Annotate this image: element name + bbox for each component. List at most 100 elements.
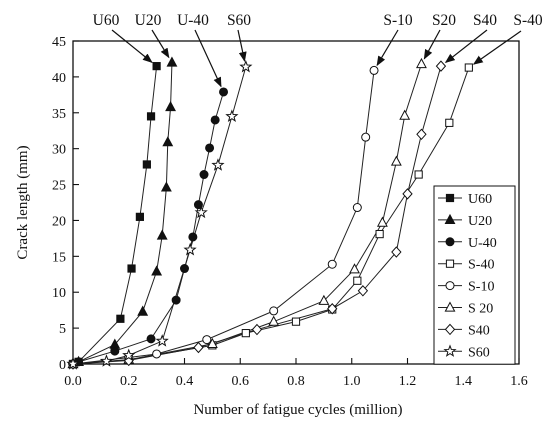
data-point [142,160,151,169]
annotation-label: U60 [93,12,120,29]
y-tick-label: 30 [52,143,66,158]
data-point [180,264,189,274]
data-point [219,87,229,97]
data-point [225,109,239,122]
data-point [445,259,455,268]
data-point [152,349,162,359]
data-point [199,170,209,180]
data-point [146,334,156,344]
annotation-label: S-40 [513,12,543,29]
data-point [269,306,279,316]
x-tick-label: 1.2 [399,374,417,389]
data-point [251,323,263,336]
data-point [205,143,215,153]
data-point [353,276,362,285]
data-point [122,348,136,362]
x-tick-label: 1.0 [343,374,361,389]
annotation-arrow [423,29,441,60]
y-tick-label: 20 [52,214,66,229]
series-line [72,91,225,365]
annotation-arrow [237,29,247,62]
data-point [146,112,156,121]
x-tick-label: 0.0 [64,374,82,389]
data-point [375,229,384,239]
annotation-label: U20 [135,12,162,29]
data-point [188,232,198,242]
data-point [445,237,455,247]
x-tick-label: 0.8 [287,374,305,389]
data-point [165,100,176,112]
data-point [464,63,473,72]
data-point [435,60,447,72]
data-point [291,317,301,326]
data-point [369,65,379,75]
x-axis-title: Number of fatigue cycles (million) [193,402,402,418]
data-point [137,305,149,316]
annotation-arrow [194,29,222,88]
data-point [151,265,163,276]
annotation-arrow [111,29,153,63]
data-point [268,315,280,326]
data-point [162,136,174,147]
y-tick-label: 40 [52,71,66,86]
annotation-arrow [376,29,399,67]
annotation-label: S20 [432,12,456,29]
data-point [444,323,456,336]
data-point [391,246,402,258]
data-point [444,213,456,224]
y-axis-title: Crack length (mm) [15,145,31,259]
data-point [116,314,125,323]
legend-label: S-10 [468,280,494,295]
data-point [193,341,204,354]
data-point [211,158,225,171]
legend-box [433,185,516,365]
series-line [72,62,173,365]
y-tick-label: 5 [59,322,66,337]
data-point [444,301,456,312]
data-point [135,212,145,221]
legend-label: S40 [468,323,490,338]
legend-label: U20 [468,214,492,229]
data-point [390,155,402,166]
data-point [361,132,371,142]
data-point [445,193,455,203]
data-point [166,56,178,67]
x-tick-label: 0.4 [176,374,194,389]
data-point [156,229,168,240]
y-tick-label: 35 [52,107,66,122]
data-point [206,337,218,349]
data-point [127,264,136,273]
series-line [72,66,247,365]
x-tick-label: 0.2 [120,374,138,389]
data-point [210,115,220,125]
data-point [416,57,427,69]
annotation-arrow [151,29,170,59]
y-tick-label: 0 [59,358,66,373]
annotation-label: S60 [227,12,251,29]
data-point [376,216,388,227]
series-line [72,66,158,365]
data-point [318,294,330,305]
annotation-label: S40 [473,12,497,29]
data-point [402,188,413,200]
x-tick-label: 1.4 [455,374,473,389]
data-point [443,344,457,357]
legend-label: U-40 [468,236,497,251]
y-tick-label: 45 [52,35,66,50]
data-point [183,242,197,256]
annotation-arrow [444,29,488,64]
data-point [152,62,161,71]
series-line [72,65,442,365]
annotation-label: U-40 [177,12,209,29]
data-point [110,346,120,356]
series-line [72,67,470,365]
data-point [399,109,411,120]
data-point [66,357,80,370]
data-point [241,329,250,338]
y-tick-label: 15 [52,250,66,265]
data-point [160,181,172,192]
legend-label: S60 [468,345,490,360]
x-tick-label: 1.6 [510,374,528,389]
